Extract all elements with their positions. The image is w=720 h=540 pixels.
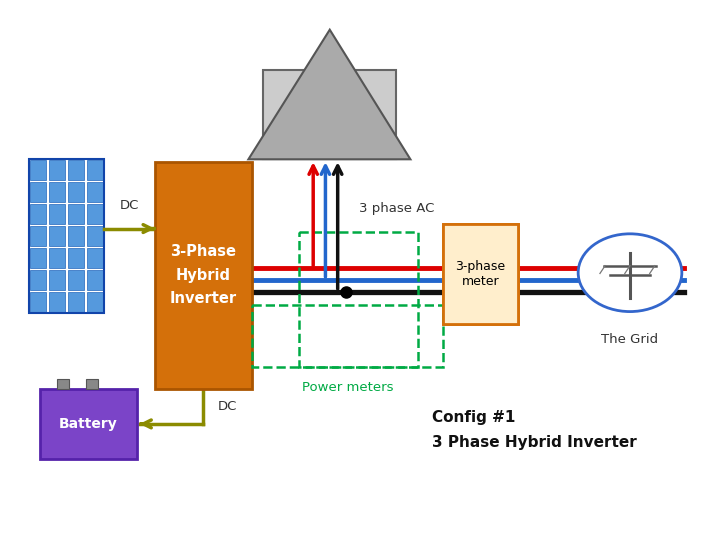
Bar bbox=[68, 183, 84, 202]
Bar bbox=[30, 226, 46, 246]
Bar bbox=[68, 271, 84, 290]
Bar bbox=[29, 159, 104, 313]
Bar bbox=[49, 183, 65, 202]
Bar bbox=[49, 271, 65, 290]
Text: 3-phase
meter: 3-phase meter bbox=[456, 260, 505, 288]
Text: Power meters: Power meters bbox=[302, 381, 393, 394]
Text: 3 phase AC: 3 phase AC bbox=[359, 202, 435, 215]
Bar bbox=[87, 226, 103, 246]
Bar bbox=[40, 389, 137, 459]
Text: The Grid: The Grid bbox=[601, 333, 659, 346]
Bar bbox=[30, 271, 46, 290]
Bar bbox=[87, 248, 103, 268]
Bar bbox=[57, 379, 68, 389]
Bar bbox=[252, 305, 443, 367]
Bar bbox=[155, 162, 252, 389]
Bar bbox=[30, 204, 46, 224]
Bar bbox=[49, 292, 65, 312]
Text: DC: DC bbox=[120, 199, 139, 212]
Bar bbox=[87, 183, 103, 202]
Bar bbox=[68, 160, 84, 180]
Bar bbox=[87, 292, 103, 312]
Text: DC: DC bbox=[217, 400, 237, 413]
Bar bbox=[68, 226, 84, 246]
Bar bbox=[49, 226, 65, 246]
Polygon shape bbox=[248, 30, 410, 159]
Bar bbox=[263, 70, 396, 159]
Bar bbox=[443, 224, 518, 324]
Bar bbox=[68, 292, 84, 312]
Text: 3-phase
meter: 3-phase meter bbox=[456, 260, 505, 288]
Bar bbox=[30, 248, 46, 268]
Bar bbox=[87, 271, 103, 290]
Bar bbox=[49, 248, 65, 268]
Bar bbox=[68, 204, 84, 224]
Text: Config #1
3 Phase Hybrid Inverter: Config #1 3 Phase Hybrid Inverter bbox=[432, 410, 636, 450]
Bar bbox=[30, 183, 46, 202]
Circle shape bbox=[578, 234, 682, 312]
Bar bbox=[87, 204, 103, 224]
Bar bbox=[30, 292, 46, 312]
Bar bbox=[86, 379, 98, 389]
Bar bbox=[49, 204, 65, 224]
Bar bbox=[68, 248, 84, 268]
Bar bbox=[299, 232, 418, 367]
Bar bbox=[30, 160, 46, 180]
Bar bbox=[443, 224, 518, 324]
Bar bbox=[87, 160, 103, 180]
Text: 3-Phase
Hybrid
Inverter: 3-Phase Hybrid Inverter bbox=[170, 245, 237, 306]
Bar bbox=[49, 160, 65, 180]
Text: Battery: Battery bbox=[59, 417, 117, 431]
